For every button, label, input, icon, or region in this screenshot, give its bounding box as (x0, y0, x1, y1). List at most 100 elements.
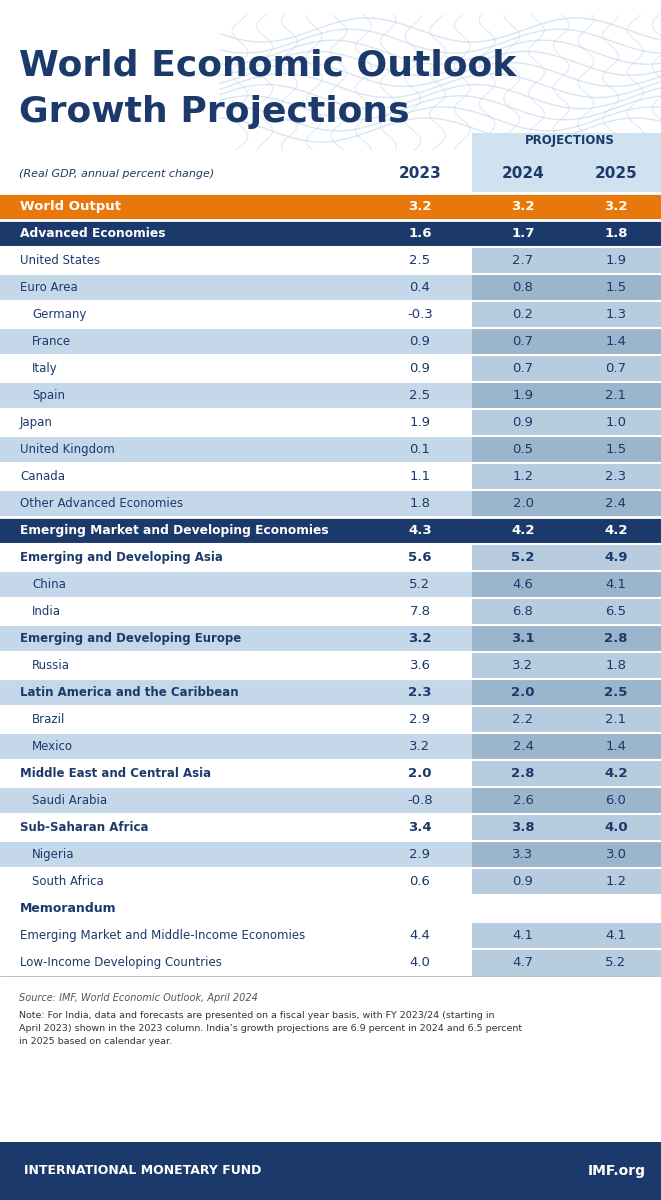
Bar (0, 409, 472, 436)
Bar (0, 544, 472, 571)
Text: -0.8: -0.8 (407, 794, 433, 806)
Bar (0, 922, 472, 949)
Bar (472, 409, 661, 436)
Bar (472, 544, 661, 571)
Text: Other Advanced Economies: Other Advanced Economies (20, 497, 183, 510)
Bar (0, 679, 472, 706)
Bar (0, 490, 472, 517)
Text: 0.2: 0.2 (512, 308, 533, 320)
Bar (0, 571, 472, 598)
Text: China: China (32, 578, 66, 590)
Text: 6.8: 6.8 (512, 605, 533, 618)
Text: 5.2: 5.2 (605, 956, 627, 970)
Text: Sub-Saharan Africa: Sub-Saharan Africa (20, 821, 149, 834)
Text: Emerging Market and Middle-Income Economies: Emerging Market and Middle-Income Econom… (20, 929, 305, 942)
Text: Germany: Germany (32, 308, 87, 320)
Text: Brazil: Brazil (32, 713, 65, 726)
Text: PROJECTIONS: PROJECTIONS (525, 134, 615, 146)
Bar (0, 841, 472, 868)
Text: World Output: World Output (20, 200, 121, 214)
Text: Note: For India, data and forecasts are presented on a fiscal year basis, with F: Note: For India, data and forecasts are … (19, 1010, 494, 1020)
Bar (472, 895, 661, 922)
Bar (472, 814, 661, 841)
Bar (472, 652, 661, 679)
Text: 2.8: 2.8 (604, 632, 628, 646)
Bar (0, 652, 472, 679)
Bar (472, 355, 661, 382)
Text: Euro Area: Euro Area (20, 281, 78, 294)
Text: 3.4: 3.4 (408, 821, 432, 834)
Bar (0, 787, 472, 814)
Text: 1.7: 1.7 (512, 227, 535, 240)
Bar (0, 598, 472, 625)
Text: 2.1: 2.1 (605, 389, 627, 402)
Text: 4.3: 4.3 (408, 524, 432, 538)
Text: 3.2: 3.2 (604, 200, 628, 214)
Text: 1.5: 1.5 (605, 443, 627, 456)
Text: 2.1: 2.1 (605, 713, 627, 726)
Text: 2.5: 2.5 (604, 686, 628, 698)
Text: Russia: Russia (32, 659, 70, 672)
Text: 0.7: 0.7 (512, 362, 533, 374)
Text: 4.2: 4.2 (604, 767, 628, 780)
Text: Latin America and the Caribbean: Latin America and the Caribbean (20, 686, 239, 698)
Text: 4.2: 4.2 (511, 524, 535, 538)
Text: Source: IMF, World Economic Outlook, April 2024: Source: IMF, World Economic Outlook, Apr… (19, 994, 258, 1003)
Text: 2.0: 2.0 (512, 497, 533, 510)
Bar (0, 155, 661, 193)
Text: 3.8: 3.8 (511, 821, 535, 834)
Text: 2.3: 2.3 (605, 470, 627, 482)
Bar (472, 922, 661, 949)
Text: Saudi Arabia: Saudi Arabia (32, 794, 107, 806)
Text: 2.5: 2.5 (409, 389, 430, 402)
Text: 3.2: 3.2 (409, 740, 430, 754)
Bar (472, 247, 661, 274)
Bar (0, 814, 472, 841)
Bar (472, 733, 661, 760)
Text: 2.0: 2.0 (408, 767, 432, 780)
Text: Nigeria: Nigeria (32, 848, 75, 862)
Text: 4.7: 4.7 (512, 956, 533, 970)
Text: 1.9: 1.9 (605, 254, 627, 266)
Text: 1.8: 1.8 (605, 659, 627, 672)
Text: in 2025 based on calendar year.: in 2025 based on calendar year. (19, 1037, 172, 1046)
Bar (0, 382, 472, 409)
Text: Memorandum: Memorandum (20, 902, 116, 914)
Text: Advanced Economies: Advanced Economies (20, 227, 165, 240)
Bar (472, 133, 661, 193)
Bar (472, 517, 661, 544)
Text: 0.9: 0.9 (410, 362, 430, 374)
Text: 0.6: 0.6 (410, 875, 430, 888)
Text: Japan: Japan (20, 416, 53, 428)
Bar (0, 895, 472, 922)
Text: 0.9: 0.9 (512, 416, 533, 428)
Text: 3.2: 3.2 (512, 659, 533, 672)
Text: 6.0: 6.0 (605, 794, 627, 806)
Bar (472, 490, 661, 517)
Text: 2.4: 2.4 (605, 497, 627, 510)
Bar (472, 301, 661, 328)
Text: Mexico: Mexico (32, 740, 73, 754)
Text: 1.8: 1.8 (604, 227, 628, 240)
Text: 4.9: 4.9 (604, 551, 628, 564)
Text: 2025: 2025 (595, 167, 637, 181)
Text: 6.5: 6.5 (605, 605, 627, 618)
Bar (472, 787, 661, 814)
Text: France: France (32, 335, 71, 348)
Text: United States: United States (20, 254, 100, 266)
Bar (472, 598, 661, 625)
Bar (472, 328, 661, 355)
Text: India: India (32, 605, 61, 618)
Bar (0, 193, 472, 220)
Bar (472, 463, 661, 490)
Text: 0.8: 0.8 (512, 281, 533, 294)
Bar (472, 949, 661, 976)
Text: 4.4: 4.4 (410, 929, 430, 942)
Bar (0, 1142, 661, 1200)
Bar (0, 247, 472, 274)
Bar (472, 382, 661, 409)
Bar (0, 355, 472, 382)
Text: Emerging Market and Developing Economies: Emerging Market and Developing Economies (20, 524, 329, 538)
Text: 3.6: 3.6 (410, 659, 430, 672)
Text: 1.8: 1.8 (410, 497, 430, 510)
